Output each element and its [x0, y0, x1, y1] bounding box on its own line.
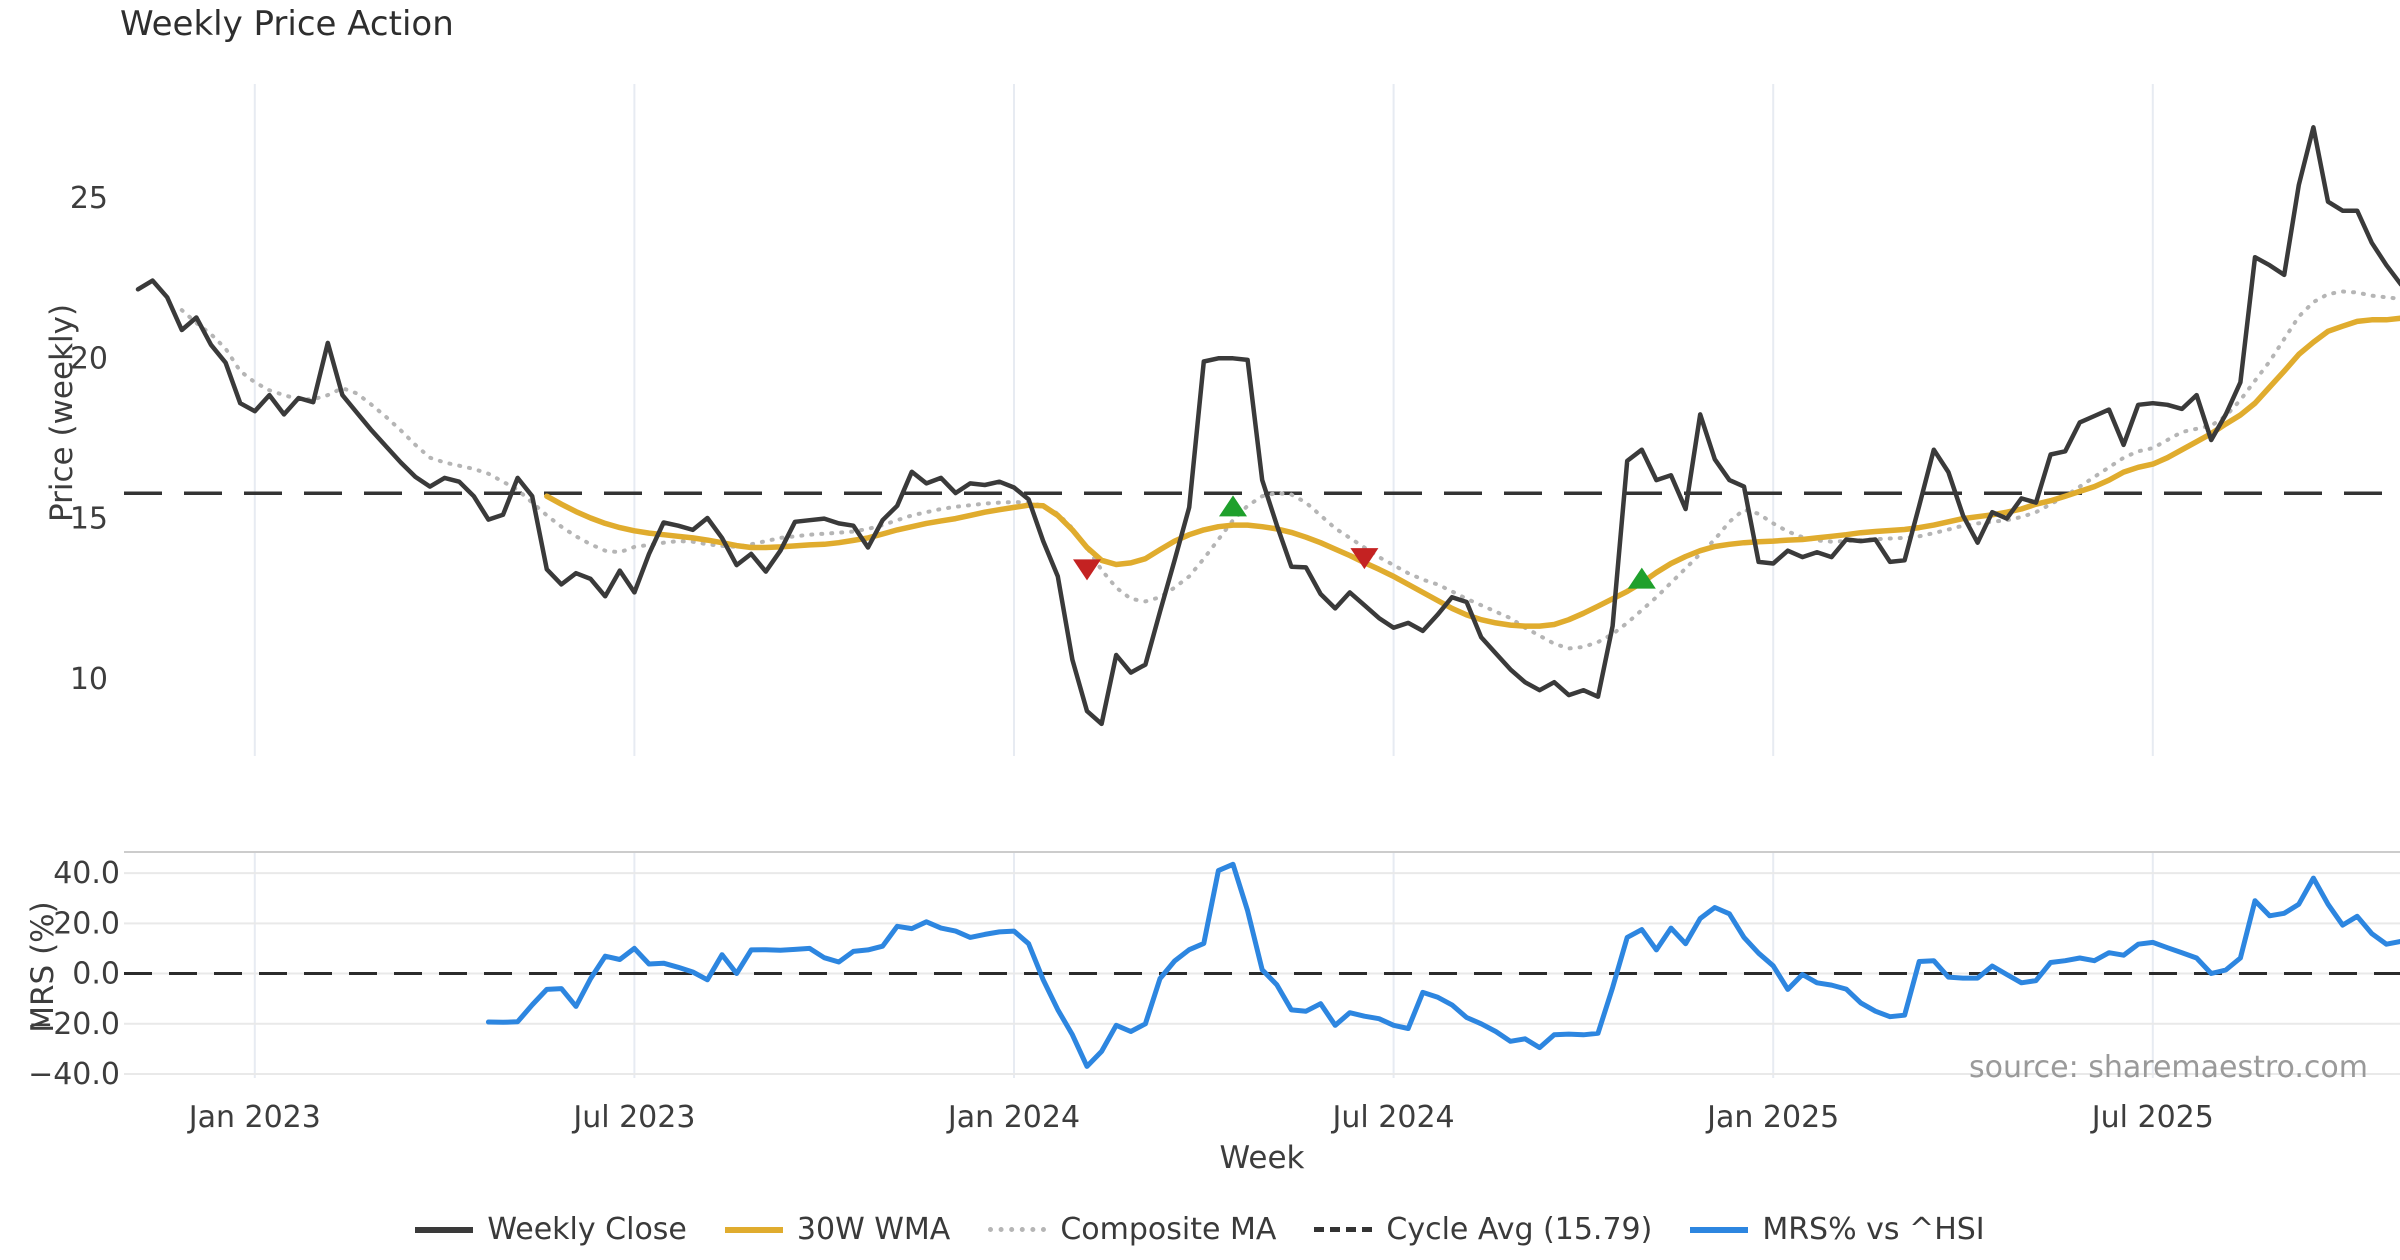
legend-item-composite-ma: Composite MA — [988, 1212, 1276, 1247]
weekly-close-line-swatch-icon — [415, 1226, 474, 1233]
price-ytick-label: 15 — [70, 502, 108, 537]
legend-item-weekly-close: Weekly Close — [415, 1212, 687, 1247]
series-composite-ma — [179, 289, 2400, 651]
buy-signal-marker — [1219, 495, 1247, 517]
x-tick-label: Jan 2023 — [187, 1100, 321, 1135]
legend-item-cycle-avg: Cycle Avg (15.79) — [1314, 1212, 1652, 1247]
x-tick-label: Jul 2023 — [571, 1100, 695, 1135]
legend-label: Weekly Close — [487, 1212, 687, 1247]
mrs-ytick-label: −40.0 — [28, 1057, 120, 1092]
series-weekly-close — [135, 125, 2400, 727]
x-tick-label: Jan 2025 — [1705, 1100, 1839, 1135]
chart-title: Weekly Price Action — [120, 4, 454, 44]
sell-signal-marker — [1073, 559, 1101, 581]
x-tick-label: Jul 2024 — [1331, 1100, 1455, 1135]
mrs-line-swatch-icon — [1690, 1226, 1749, 1233]
series-30w-wma — [544, 315, 2400, 629]
legend-label: Composite MA — [1060, 1212, 1277, 1247]
mrs-ytick-label: 40.0 — [53, 856, 120, 891]
composite-ma-line-swatch-icon — [988, 1227, 1047, 1232]
series-mrs-vs-hsi — [485, 861, 2400, 1069]
source-note: source: sharemaestro.com — [1969, 1050, 2368, 1085]
legend-label: 30W WMA — [796, 1212, 951, 1247]
legend-label: MRS% vs ^HSI — [1762, 1212, 1985, 1247]
legend-item-mrs: MRS% vs ^HSI — [1690, 1212, 1985, 1247]
mrs-ytick-label: 20.0 — [53, 906, 120, 941]
mrs-axis-label: MRS (%) — [25, 901, 61, 1033]
price-axis-label: Price (weekly) — [44, 303, 80, 522]
wma-line-swatch-icon — [724, 1226, 783, 1233]
price-ytick-label: 10 — [70, 662, 108, 697]
price-ytick-label: 20 — [70, 341, 108, 376]
legend-label: Cycle Avg (15.79) — [1386, 1212, 1653, 1247]
legend-item-30w-wma: 30W WMA — [724, 1212, 951, 1247]
chart-legend: Weekly Close 30W WMA Composite MA Cycle … — [0, 1212, 2400, 1247]
cycle-avg-line-swatch-icon — [1314, 1227, 1373, 1232]
x-tick-label: Jan 2024 — [946, 1100, 1080, 1135]
buy-signal-marker — [1627, 567, 1656, 589]
price-ytick-label: 25 — [70, 181, 108, 216]
sell-signal-marker — [1350, 548, 1379, 570]
mrs-ytick-label: −20.0 — [28, 1007, 120, 1042]
x-axis-label: Week — [1219, 1140, 1305, 1176]
x-tick-label: Jul 2025 — [2090, 1100, 2214, 1135]
mrs-ytick-label: 0.0 — [72, 957, 120, 992]
